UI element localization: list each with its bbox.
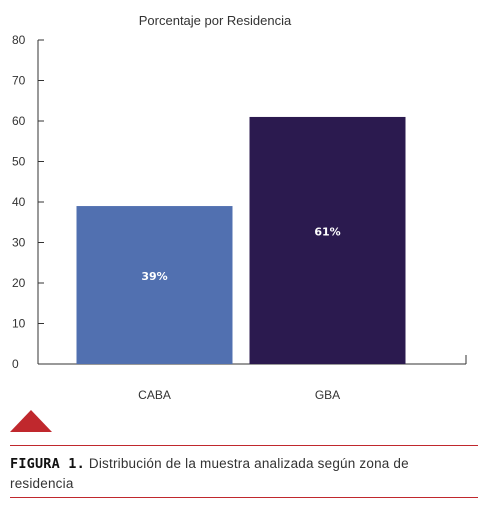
- bar-gba: [249, 116, 406, 364]
- bar-caba: [76, 206, 233, 364]
- y-tick-label: 10: [12, 317, 26, 331]
- bars: 39% CABA 61% GBA: [76, 116, 406, 402]
- chart-title: Porcentaje por Residencia: [139, 13, 292, 28]
- bar-value-label: 61%: [314, 225, 340, 238]
- y-axis: 0 10 20 30 40 50 60 70 80: [12, 33, 44, 371]
- bar-chart: Porcentaje por Residencia 0 10 20 30 40 50 60 7…: [12, 13, 467, 402]
- y-tick-label: 80: [12, 33, 26, 47]
- y-tick-label: 70: [12, 74, 26, 88]
- y-tick-label: 50: [12, 155, 26, 169]
- triangle-marker-icon: [10, 410, 52, 432]
- y-tick-label: 30: [12, 236, 26, 250]
- caption-label: FIGURA 1.: [10, 456, 85, 472]
- y-tick-label: 0: [12, 357, 19, 371]
- caption-top-rule: [10, 445, 478, 446]
- y-tick-label: 40: [12, 195, 26, 209]
- y-tick-label: 60: [12, 114, 26, 128]
- figure-caption: FIGURA 1. Distribución de la muestra ana…: [10, 454, 476, 493]
- bar-value-label: 39%: [141, 270, 167, 283]
- y-tick-label: 20: [12, 276, 26, 290]
- x-category-label: CABA: [138, 388, 171, 402]
- x-category-label: GBA: [315, 388, 340, 402]
- caption-text: Distribución de la muestra analizada seg…: [10, 456, 409, 491]
- caption-bottom-rule: [10, 497, 478, 498]
